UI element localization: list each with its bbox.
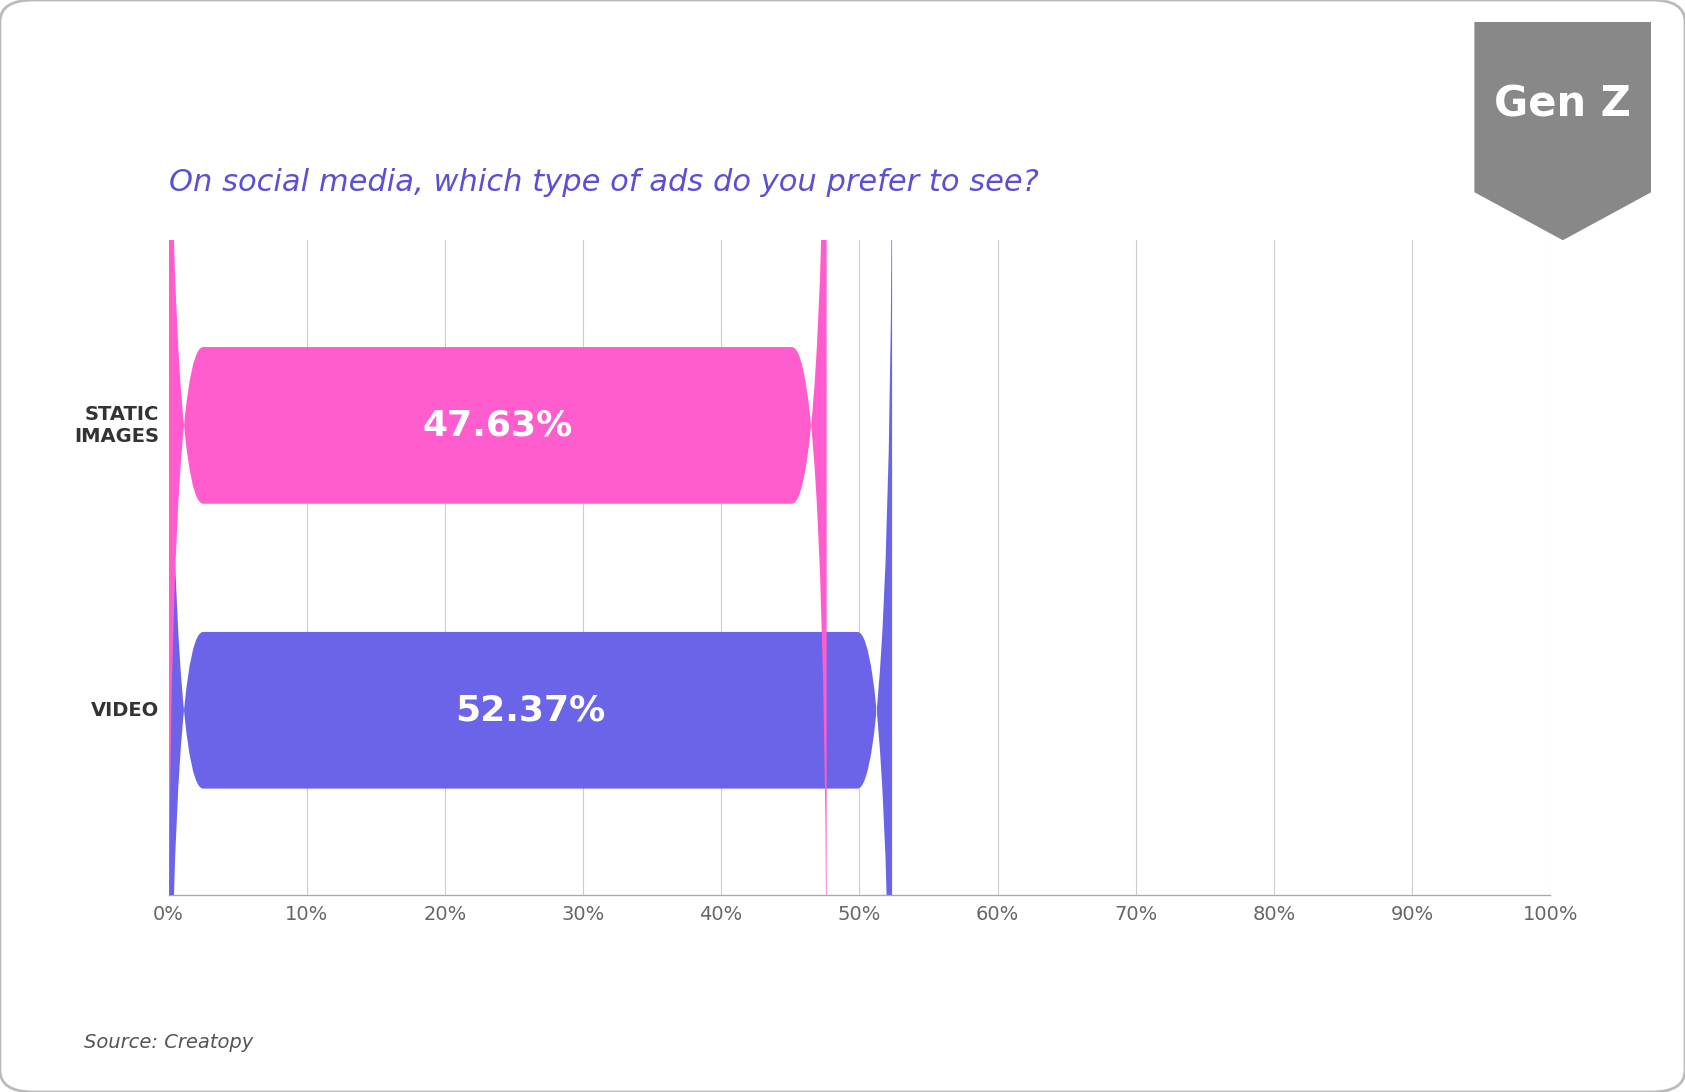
Text: Gen Z: Gen Z	[1495, 84, 1631, 126]
Text: 52.37%: 52.37%	[455, 693, 605, 727]
Text: On social media, which type of ads do you prefer to see?: On social media, which type of ads do yo…	[168, 167, 1038, 197]
FancyBboxPatch shape	[168, 0, 827, 1059]
Text: Source: Creatopy: Source: Creatopy	[84, 1033, 253, 1053]
FancyBboxPatch shape	[168, 76, 891, 1092]
Text: 47.63%: 47.63%	[423, 408, 573, 442]
Polygon shape	[1474, 22, 1651, 240]
